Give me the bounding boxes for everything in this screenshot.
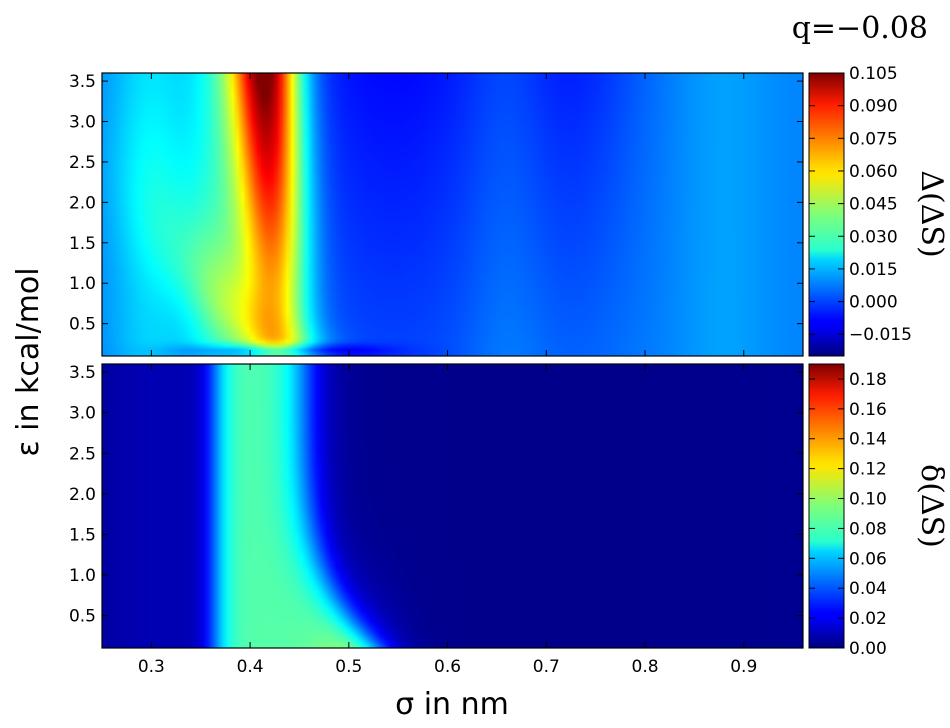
top-y-tick-label: 3.5 (69, 72, 96, 92)
top-colorbar-tick-label: 0.045 (849, 195, 898, 215)
top-y-tick-label: 2.5 (69, 153, 96, 173)
bottom-y-tick-label: 3.0 (69, 404, 96, 424)
top-colorbar-tick-label: 0.060 (849, 162, 898, 182)
top-colorbar-tick-label: −0.015 (849, 325, 912, 345)
x-tick-label: 0.4 (237, 657, 264, 677)
top-y-tick-label: 2.0 (69, 193, 96, 213)
bottom-y-tick-label: 2.5 (69, 444, 96, 464)
bottom-colorbar-tick-label: 0.12 (849, 460, 887, 480)
top-colorbar-tick-label: 0.075 (849, 129, 898, 149)
bottom-colorbar-tick-label: 0.14 (849, 430, 887, 450)
bottom-y-tick-label: 0.5 (69, 607, 96, 627)
top-colorbar (808, 72, 845, 357)
bottom-colorbar-tick-label: 0.02 (849, 609, 887, 629)
bottom-colorbar-tick-label: 0.18 (849, 370, 887, 390)
top-y-tick-label: 3.0 (69, 113, 96, 133)
top-colorbar-tick-label: 0.105 (849, 64, 898, 84)
top-colorbar-tick-label: 0.015 (849, 260, 898, 280)
top-y-tick-label: 1.0 (69, 274, 96, 294)
top-colorbar-tick-label: 0.030 (849, 227, 898, 247)
y-axis-label: ε in kcal/mol (11, 267, 46, 456)
bottom-y-tick-label: 1.5 (69, 525, 96, 545)
bottom-colorbar (808, 363, 845, 649)
bottom-y-tick-label: 2.0 (69, 485, 96, 505)
x-tick-label: 0.6 (434, 657, 461, 677)
x-tick-label: 0.5 (335, 657, 362, 677)
bottom-y-tick-label: 3.5 (69, 363, 96, 383)
q-annotation: q=−0.08 (792, 11, 928, 46)
bottom-panel: 0.5 1.0 1.5 2.0 2.5 3.0 3.5 0.3 0.4 0.5 0.6 0.7 0.8… (69, 363, 949, 677)
top-heatmap-image (102, 73, 803, 356)
bottom-y-tick-label: 1.0 (69, 566, 96, 586)
bottom-colorbar-tick-label: 0.06 (849, 549, 887, 569)
top-y-axis: 0.5 1.0 1.5 2.0 2.5 3.0 3.5 (69, 72, 803, 335)
bottom-colorbar-tick-label: 0.00 (849, 639, 887, 659)
top-panel: 0.5 1.0 1.5 2.0 2.5 3.0 3.5 −0.015 0.000 0.015 0.… (69, 64, 949, 357)
bottom-colorbar-tick-label: 0.08 (849, 519, 887, 539)
x-tick-label: 0.9 (730, 657, 757, 677)
bottom-colorbar-tick-label: 0.10 (849, 490, 887, 510)
x-axis-label: σ in nm (395, 687, 509, 722)
x-tick-label: 0.3 (138, 657, 165, 677)
top-x-ticks (150, 73, 745, 356)
top-colorbar-ticks: −0.015 0.000 0.015 0.030 0.045 0.060 0.075 0.09… (809, 64, 912, 345)
bottom-plot-frame (101, 363, 804, 649)
bottom-colorbar-label: δ(ΔS) (914, 464, 949, 548)
bottom-y-axis: 0.5 1.0 1.5 2.0 2.5 3.0 3.5 (69, 363, 803, 627)
x-tick-label: 0.8 (632, 657, 659, 677)
top-colorbar-tick-label: 0.000 (849, 293, 898, 313)
bottom-colorbar-tick-label: 0.16 (849, 400, 887, 420)
top-colorbar-label: Δ(ΔS) (914, 170, 949, 257)
top-colorbar-tick-label: 0.090 (849, 97, 898, 117)
top-plot-frame (101, 72, 804, 357)
top-y-tick-label: 0.5 (69, 315, 96, 335)
bottom-x-axis: 0.3 0.4 0.5 0.6 0.7 0.8 0.9 (138, 364, 757, 677)
bottom-colorbar-ticks: 0.00 0.02 0.04 0.06 0.08 0.10 0.12 0.14 0.16 0.18 (809, 370, 887, 659)
bottom-colorbar-tick-label: 0.04 (849, 579, 887, 599)
x-tick-label: 0.7 (533, 657, 560, 677)
top-y-tick-label: 1.5 (69, 234, 96, 254)
bottom-heatmap-image (102, 364, 803, 648)
